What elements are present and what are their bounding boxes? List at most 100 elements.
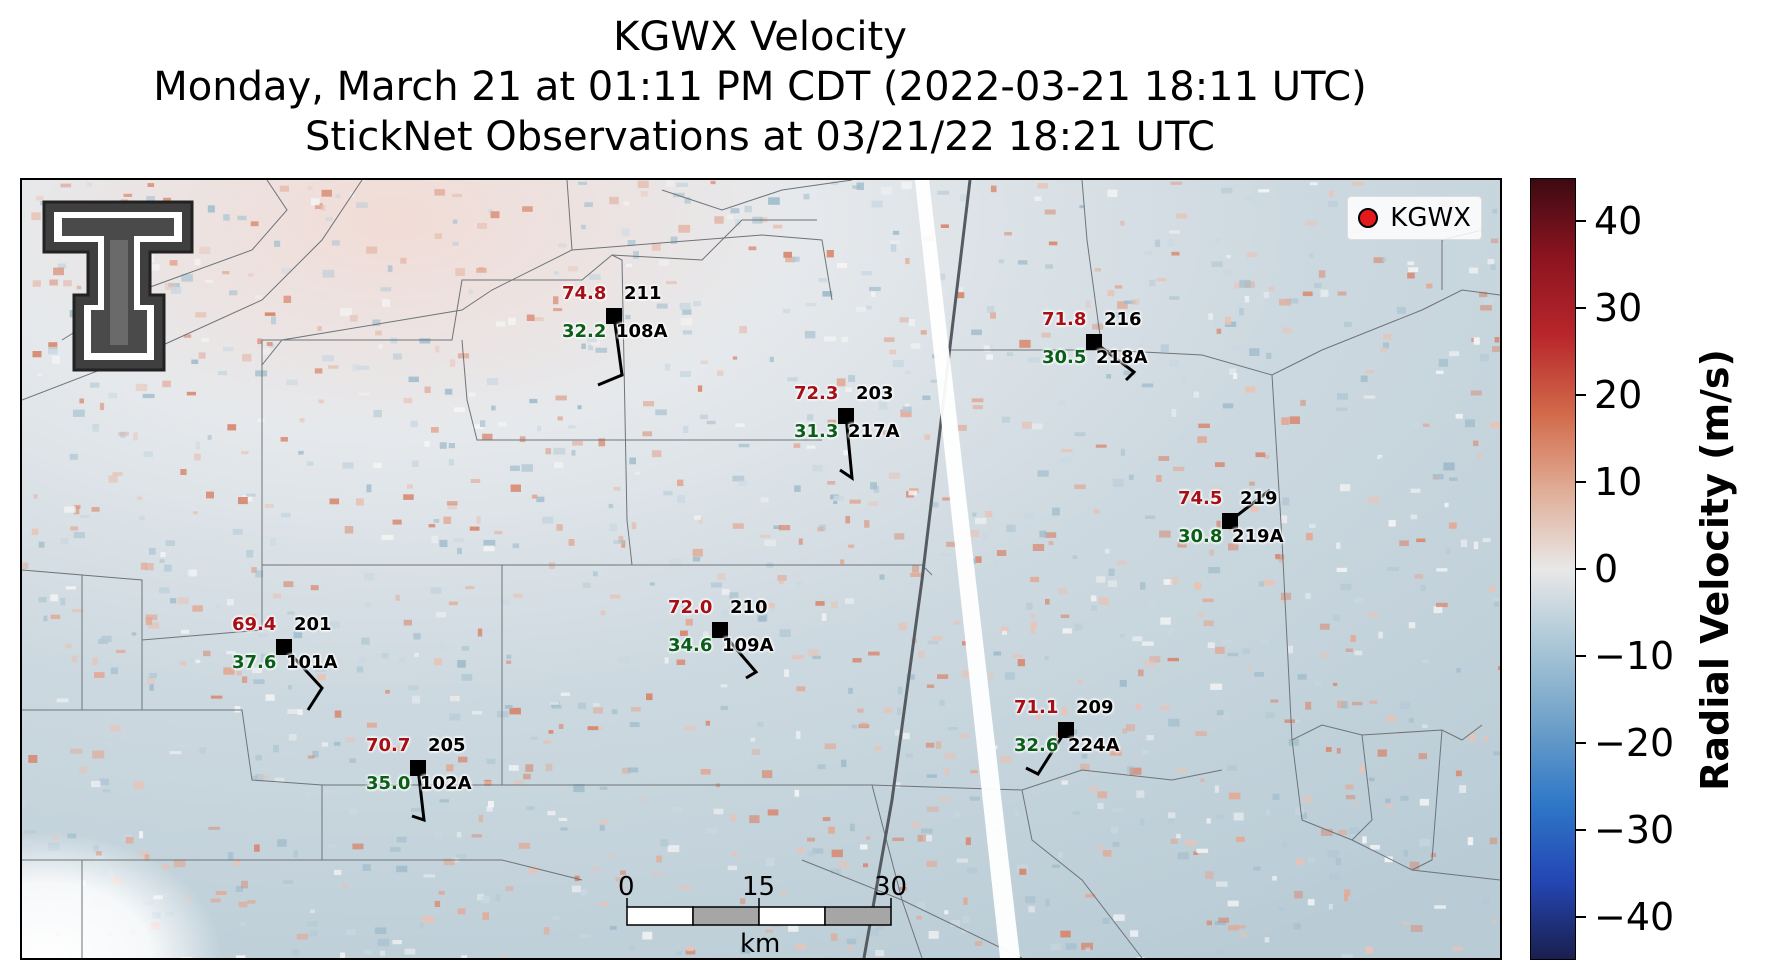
velocity-pixel (108, 392, 118, 399)
velocity-pixel (685, 949, 696, 955)
velocity-pixel (73, 532, 85, 539)
velocity-pixel (207, 205, 215, 213)
velocity-pixel (1168, 718, 1180, 727)
velocity-pixel (545, 763, 553, 772)
velocity-pixel (523, 773, 531, 780)
velocity-pixel (1301, 812, 1307, 819)
velocity-pixel (616, 886, 627, 890)
station-marker[interactable] (838, 408, 854, 424)
velocity-pixel (1214, 319, 1220, 327)
velocity-pixel (553, 308, 563, 312)
velocity-pixel (1072, 811, 1081, 815)
radar-beam-blockage (915, 180, 1020, 958)
velocity-pixel (1327, 850, 1340, 858)
station-marker[interactable] (1086, 334, 1102, 350)
velocity-pixel (1195, 731, 1207, 737)
title-line-2: Monday, March 21 at 01:11 PM CDT (2022-0… (153, 64, 1367, 110)
velocity-pixel (411, 460, 419, 467)
velocity-pixel (1289, 416, 1300, 424)
velocity-pixel (274, 240, 281, 247)
velocity-pixel (1434, 905, 1446, 909)
velocity-pixel (1308, 524, 1316, 529)
velocity-pixel (48, 342, 58, 350)
velocity-pixel (512, 543, 520, 549)
velocity-pixel (1377, 749, 1387, 757)
velocity-pixel (1146, 600, 1157, 609)
velocity-pixel (847, 945, 853, 952)
velocity-pixel (1386, 803, 1394, 808)
velocity-pixel (664, 363, 671, 371)
station-marker[interactable] (276, 639, 292, 655)
velocity-pixel (869, 286, 881, 292)
velocity-pixel (1000, 756, 1012, 763)
velocity-pixel (403, 494, 414, 500)
velocity-pixel (1419, 838, 1431, 847)
velocity-pixel (692, 548, 703, 557)
velocity-pixel (868, 651, 880, 656)
velocity-pixel (1158, 456, 1170, 461)
velocity-pixel (373, 462, 382, 469)
velocity-pixel (1487, 259, 1495, 265)
velocity-pixel (556, 524, 563, 531)
station-marker[interactable] (1222, 513, 1238, 529)
velocity-pixel (1430, 852, 1437, 857)
velocity-pixel (1352, 701, 1363, 706)
velocity-pixel (542, 516, 554, 524)
velocity-pixel (1079, 205, 1085, 209)
velocity-pixel (133, 432, 138, 441)
velocity-pixel (1058, 400, 1066, 406)
velocity-pixel (1407, 272, 1415, 279)
velocity-pixel (700, 414, 708, 420)
velocity-pixel (868, 501, 879, 506)
velocity-pixel (897, 686, 903, 695)
velocity-pixel (135, 383, 148, 392)
velocity-pixel (730, 208, 740, 214)
velocity-pixel (1233, 373, 1238, 380)
velocity-pixel (631, 707, 641, 712)
velocity-pixel (827, 419, 836, 425)
velocity-pixel (751, 749, 760, 755)
radar-velocity-map[interactable]: KGWX 0 15 30 km 74.8 211 32.2 108A 72.3 203 31… (20, 178, 1502, 960)
velocity-pixel (335, 194, 341, 198)
station-marker[interactable] (712, 622, 728, 638)
velocity-pixel (939, 612, 944, 618)
velocity-pixel (783, 308, 791, 314)
velocity-pixel (705, 827, 718, 834)
velocity-pixel (863, 863, 869, 868)
velocity-pixel (773, 525, 781, 529)
velocity-pixel (279, 185, 290, 192)
velocity-pixel (198, 352, 206, 359)
station-marker[interactable] (1058, 722, 1074, 738)
velocity-pixel (618, 535, 624, 544)
velocity-pixel (1266, 352, 1272, 359)
velocity-pixel (1060, 614, 1070, 618)
velocity-pixel (956, 292, 965, 299)
velocity-pixel (916, 901, 926, 910)
velocity-pixel (1288, 738, 1299, 746)
velocity-pixel (894, 729, 902, 736)
velocity-pixel (926, 806, 939, 812)
velocity-pixel (851, 724, 857, 729)
station-id: 210 (730, 597, 768, 618)
velocity-pixel (1247, 666, 1252, 671)
velocity-pixel (1460, 539, 1468, 547)
scale-tick-15: 15 (742, 872, 776, 902)
velocity-pixel (1123, 544, 1134, 552)
velocity-pixel (993, 560, 999, 566)
velocity-pixel (750, 737, 756, 742)
velocity-pixel (880, 879, 888, 884)
station-marker[interactable] (606, 308, 622, 324)
velocity-pixel (193, 511, 198, 515)
velocity-pixel (727, 865, 737, 871)
velocity-pixel (1030, 613, 1035, 619)
velocity-pixel (609, 594, 621, 599)
velocity-pixel (1110, 748, 1122, 756)
velocity-pixel (1469, 733, 1476, 742)
station-marker[interactable] (410, 760, 426, 776)
velocity-pixel (329, 498, 340, 505)
velocity-pixel (1139, 818, 1145, 826)
velocity-pixel (621, 228, 630, 237)
velocity-pixel (1019, 868, 1027, 875)
velocity-pixel (1252, 200, 1260, 205)
velocity-pixel (1411, 287, 1417, 292)
